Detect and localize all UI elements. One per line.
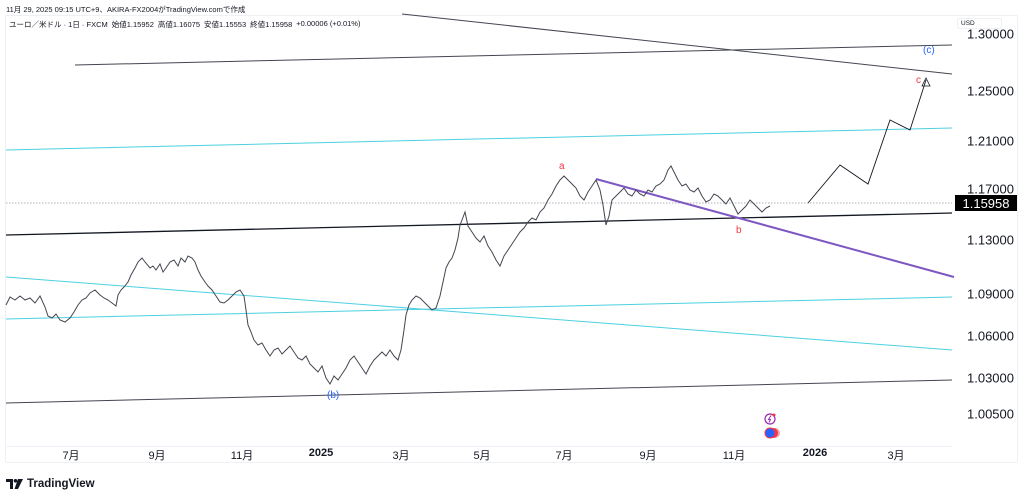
price-tick: 1.13000 (967, 232, 1014, 248)
price-series (5, 165, 771, 385)
price-tick: 1.00500 (967, 406, 1014, 422)
price-tick: 1.17000 (967, 181, 1014, 197)
wave-label-b: b (736, 225, 742, 236)
trendline-support[interactable] (5, 212, 953, 236)
ohlc-high: 高値1.16075 (157, 20, 200, 29)
symbol-name[interactable]: ユーロ／米ドル · 1日 · FXCM (9, 20, 108, 29)
currency-label[interactable]: USD (957, 18, 1002, 29)
channel-line-mid-descending[interactable] (5, 276, 953, 351)
time-tick: 7月 (555, 450, 573, 462)
price-tick: 1.03000 (967, 370, 1014, 386)
wave-label-a: a (559, 161, 565, 172)
tradingview-logo[interactable]: TradingView (6, 478, 95, 490)
time-tick: 11月 (230, 450, 254, 462)
time-tick: 2025 (308, 447, 334, 459)
channel-line-top[interactable] (5, 127, 953, 151)
price-tick: 1.21000 (967, 133, 1014, 149)
chart-caption: 11月 29, 2025 09:15 UTC+9、AKIRA-FX2004がTr… (6, 5, 246, 14)
time-tick: 3月 (887, 450, 905, 462)
wave-label-c-paren: (c) (923, 45, 935, 56)
time-tick: 11月 (722, 450, 746, 462)
projected-wave-path (807, 79, 927, 204)
ohlc-low: 安値1.15553 (204, 20, 247, 29)
eu-flag-icon[interactable] (764, 427, 776, 439)
time-tick: 3月 (392, 450, 410, 462)
price-tick: 1.06000 (967, 328, 1014, 344)
chart-frame (5, 15, 1018, 463)
brand-name: TradingView (27, 478, 95, 490)
price-tick: 1.25000 (967, 83, 1014, 99)
time-tick: 9月 (639, 450, 657, 462)
price-tick: 1.09000 (967, 286, 1014, 302)
price-axis[interactable]: 1.30000 1.25000 1.21000 1.17000 1.13000 … (952, 16, 1018, 446)
time-tick: 7月 (62, 450, 80, 462)
time-tick: 2026 (802, 447, 828, 459)
tradingview-logo-icon (6, 479, 23, 489)
event-markers[interactable] (762, 412, 784, 442)
time-tick: 5月 (473, 450, 491, 462)
trendline-purple[interactable] (595, 178, 955, 278)
projection-arrowhead (921, 77, 931, 87)
channel-line-mid-ascending[interactable] (5, 296, 953, 320)
wave-label-b-paren: (b) (327, 390, 340, 401)
price-tick: 1.30000 (967, 26, 1014, 42)
trendline-bottom[interactable] (5, 379, 953, 404)
ohlc-change: +0.00006 (+0.01%) (296, 19, 361, 28)
current-price-label: 1.15958 (955, 195, 1017, 211)
symbol-legend: ユーロ／米ドル · 1日 · FXCM 始値1.15952 高値1.16075 … (9, 19, 360, 30)
trendline-upper-channel-top[interactable] (74, 44, 953, 66)
wave-label-c: c (916, 75, 921, 86)
time-axis[interactable]: 7月 9月 11月 2025 3月 5月 7月 9月 11月 2026 3月 (5, 446, 952, 463)
trendline-upper-descending[interactable] (401, 13, 953, 75)
ohlc-close: 終値1.15958 (250, 20, 293, 29)
ohlc-open: 始値1.15952 (111, 20, 154, 29)
time-tick: 9月 (148, 450, 166, 462)
